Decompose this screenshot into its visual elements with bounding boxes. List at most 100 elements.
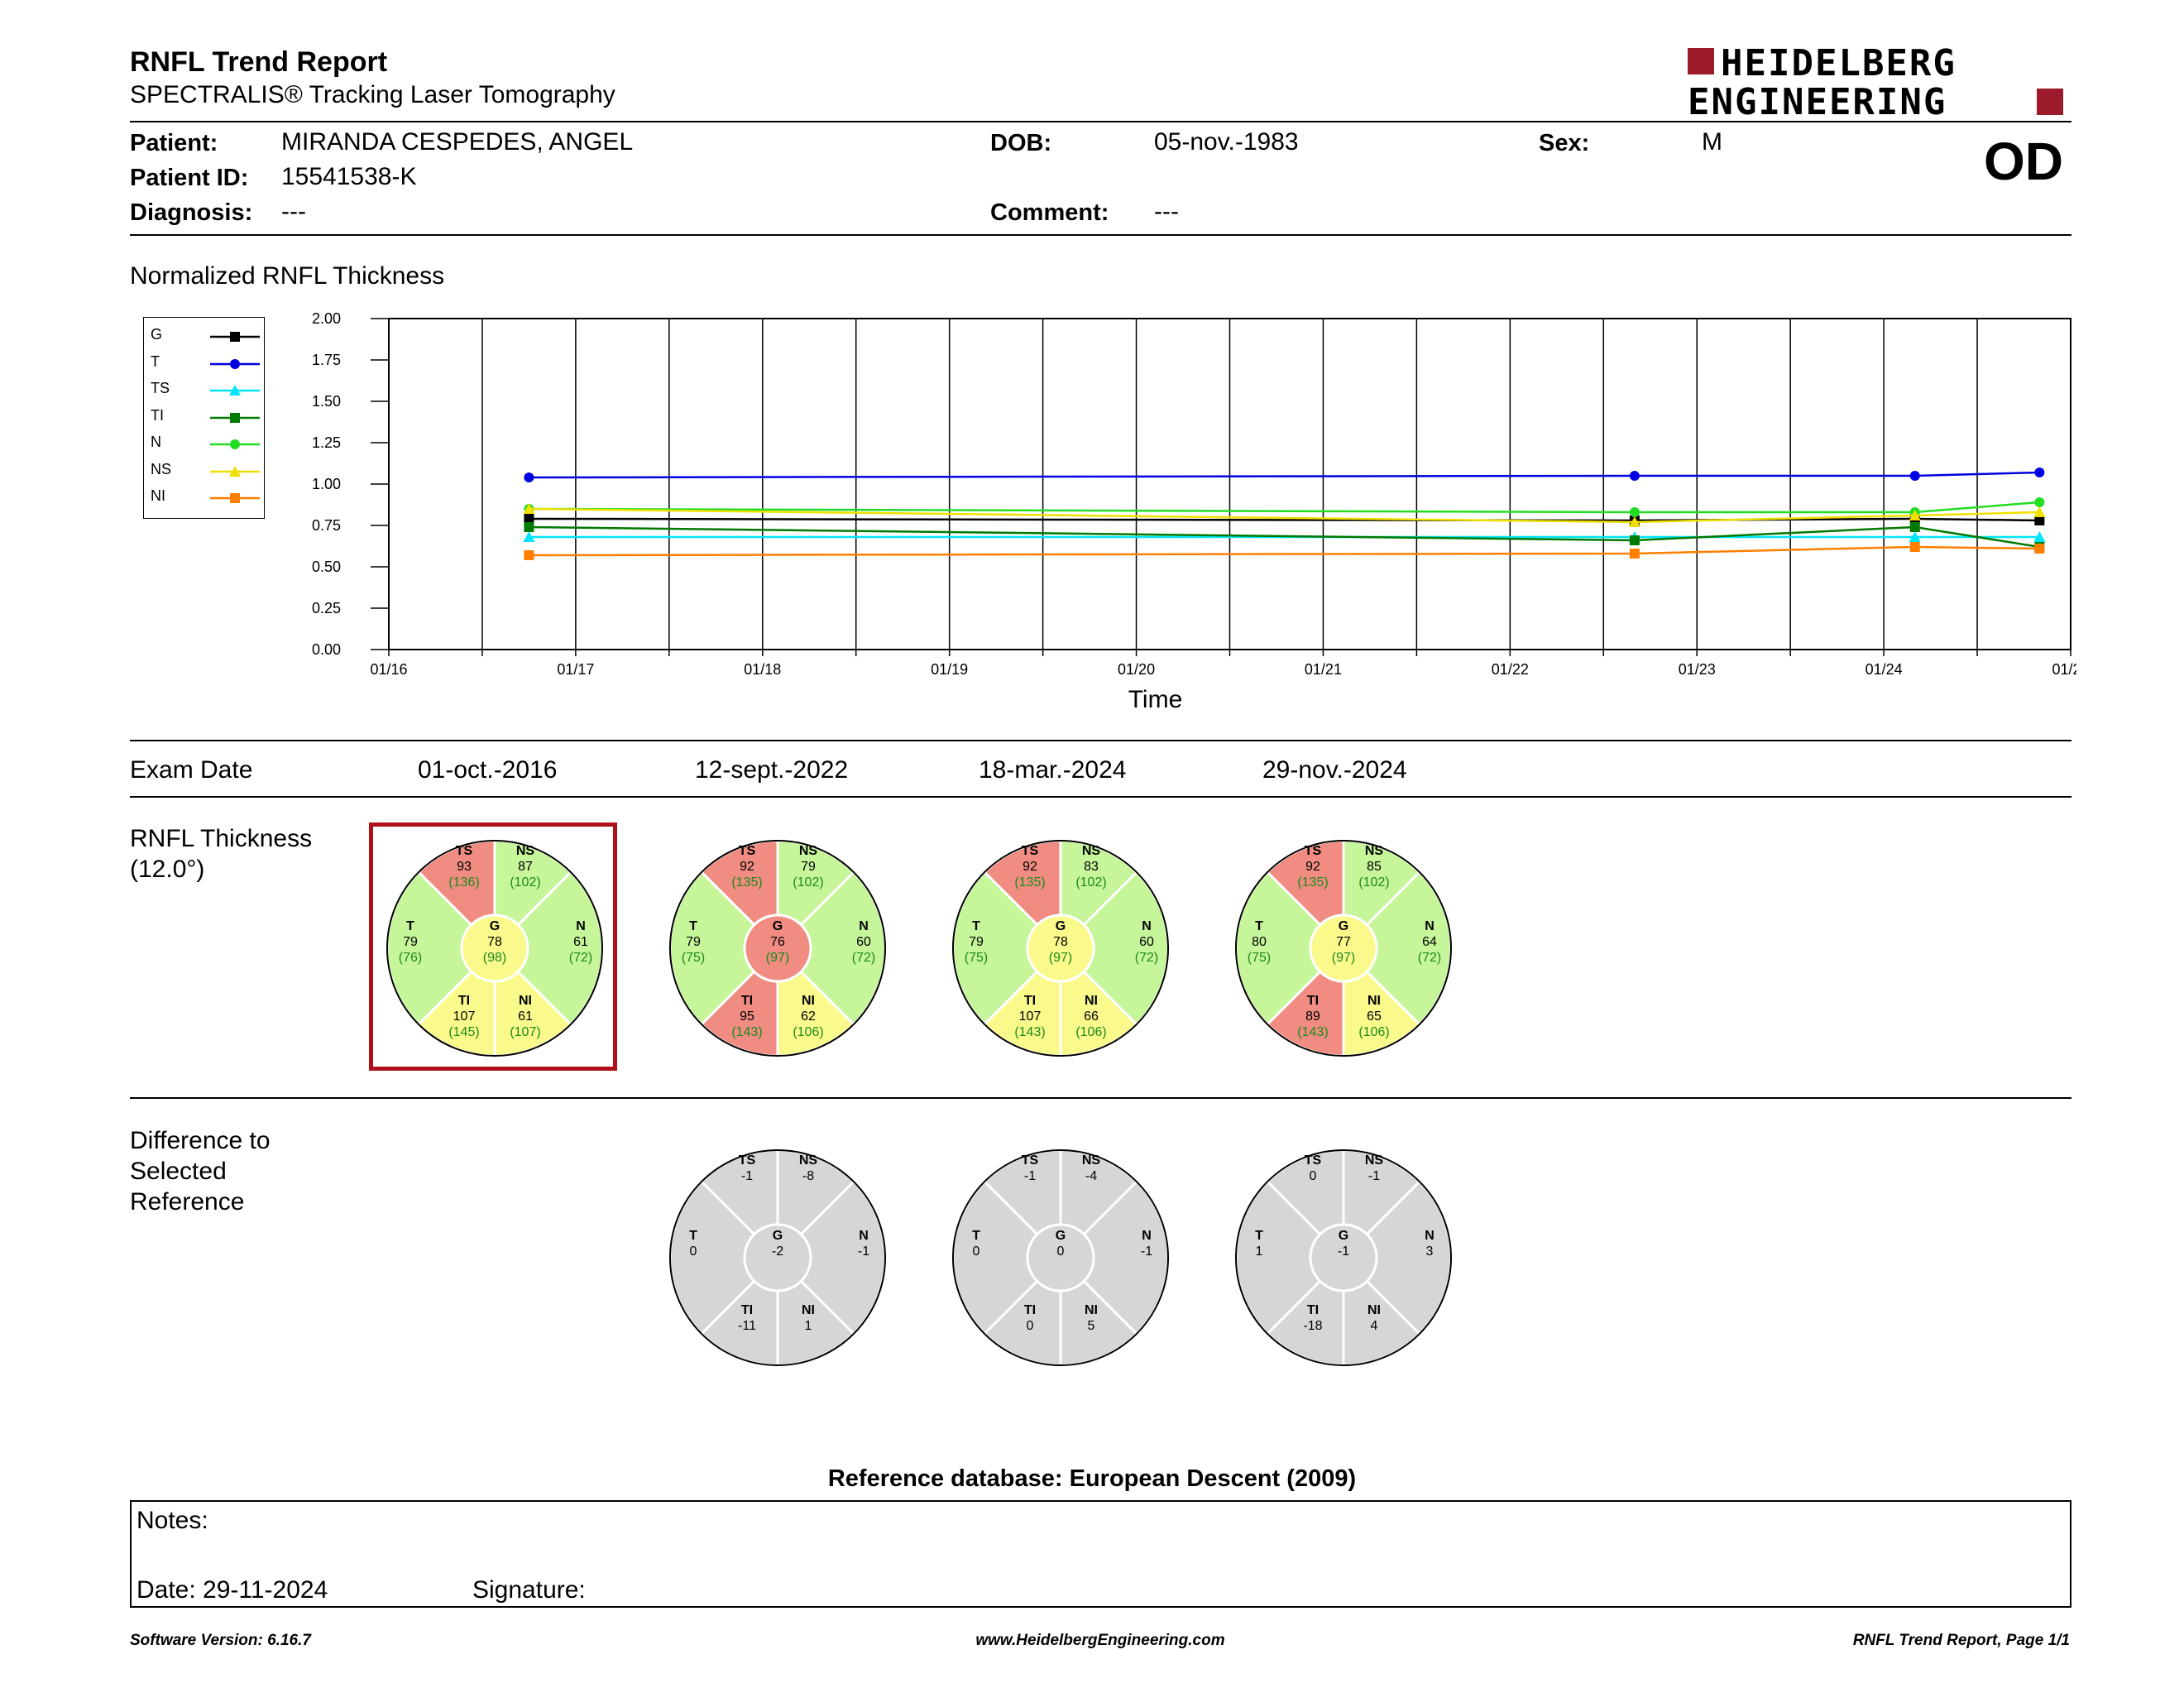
sector-value-g: -2 (772, 1244, 783, 1259)
sector-reference-n: (72) (852, 951, 875, 965)
y-tick-label: 1.75 (312, 352, 341, 368)
sector-label-ti: TI (741, 1303, 753, 1317)
wheel-outline (669, 1149, 886, 1366)
sector-label-ts: TS (1022, 844, 1039, 858)
y-tick-label: 1.25 (312, 434, 341, 451)
data-point-ts (523, 531, 535, 542)
legend-marker (230, 358, 240, 369)
sector-value-ni: 66 (1084, 1009, 1099, 1024)
sector-value-ns: 87 (518, 860, 533, 874)
sector-reference-ts: (135) (1014, 875, 1045, 890)
difference-divider (130, 1097, 2071, 1099)
heidelberg-logo: HEIDELBERG ENGINEERING (1688, 42, 2068, 123)
sector-reference-n: (72) (1135, 951, 1158, 965)
trend-chart: 01/16 01/17 01/18 01/19 01/20 01/21 01/22 01/23… (312, 310, 2076, 712)
y-tick-label: 0.00 (312, 641, 341, 658)
website-link[interactable]: www.HeidelbergEngineering.com (975, 1632, 1225, 1649)
legend-swatch (210, 332, 260, 342)
sector-label-ni: NI (1367, 1303, 1381, 1317)
thickness-wheel-3[interactable]: TS 92(135) NS 83(102) T 79 (75) G 78 (97) N 60 (72) T… (945, 832, 1176, 1064)
legend-label: NS (151, 460, 172, 477)
exam-top-divider (130, 740, 2071, 741)
x-tick-label: 01/23 (1679, 661, 1716, 678)
sector-reference-t: (76) (399, 951, 422, 965)
data-point-ni (1629, 549, 1640, 559)
x-tick-label: 01/17 (557, 661, 594, 678)
comment-label: Comment: (990, 199, 1109, 226)
sector-value-t: 79 (403, 935, 418, 949)
sector-label-ts: TS (1305, 1153, 1322, 1168)
sector-value-ni: 1 (805, 1319, 812, 1333)
sector-label-ti: TI (458, 994, 470, 1008)
data-point-ns (1628, 516, 1640, 527)
x-tick-label: 01/20 (1118, 661, 1155, 678)
sector-label-ns: NS (1365, 1153, 1384, 1168)
x-axis-label: Time (1128, 686, 1183, 712)
dob-value: 05-nov.-1983 (1154, 128, 1299, 156)
sector-reference-ni: (106) (1075, 1025, 1106, 1039)
legend-marker (230, 439, 240, 449)
sector-label-g: G (490, 919, 500, 933)
sector-label-t: T (689, 1229, 697, 1243)
sector-label-ti: TI (741, 994, 753, 1008)
sector-value-ti: 95 (740, 1009, 754, 1024)
sector-g (743, 1223, 812, 1292)
sector-label-g: G (773, 919, 783, 933)
sector-label-g: G (1056, 919, 1066, 933)
sex-label: Sex: (1539, 130, 1590, 156)
sector-label-ns: NS (516, 844, 535, 858)
patient-divider (130, 234, 2071, 236)
sector-value-ns: 85 (1367, 860, 1382, 874)
sector-label-n: N (1142, 919, 1152, 933)
selected-reference-frame[interactable] (369, 822, 617, 1071)
sector-value-ts: 93 (457, 860, 472, 874)
thickness-wheel-4[interactable]: TS 92(135) NS 85(102) T 80 (75) G 77 (97) N 64 (72) T… (1228, 832, 1459, 1064)
series-line-t (529, 471, 2040, 479)
dob-label: DOB: (990, 130, 1052, 156)
sector-value-ni: 5 (1088, 1319, 1095, 1333)
sector-label-ni: NI (802, 994, 815, 1008)
data-point-ts (1909, 531, 1921, 542)
legend-entry-g: G (151, 326, 260, 351)
sector-value-n: -1 (1141, 1244, 1152, 1259)
software-version: Software Version: 6.16.7 (130, 1632, 311, 1649)
sector-reference-ts: (135) (731, 875, 762, 890)
sector-value-ti: 89 (1305, 1009, 1320, 1024)
legend-entry-ni: NI (151, 487, 260, 512)
data-point-ns (2033, 506, 2046, 517)
sector-label-ni: NI (802, 1303, 815, 1317)
series-line-ni (529, 545, 2040, 557)
chart-legend: G T TS TI N NS NI (143, 317, 265, 519)
data-point-ti (524, 522, 534, 532)
report-title: RNFL Trend Report (130, 46, 388, 78)
sector-reference-g: (97) (766, 951, 789, 965)
wheel-outline (1235, 1149, 1452, 1366)
thickness-wheel-2[interactable]: TS92(135)NS79(102)T79(75)G76(97)N60(72)T… (662, 832, 893, 1064)
sector-label-ti: TI (1307, 994, 1319, 1008)
data-point-t (2034, 468, 2045, 477)
wheel-outline (669, 840, 886, 1057)
data-point-t (524, 472, 534, 482)
sector-reference-ti: (143) (1297, 1025, 1328, 1039)
patient-id-label: Patient ID: (130, 165, 249, 191)
sector-reference-ti: (143) (1014, 1025, 1045, 1039)
sector-label-ni: NI (1367, 994, 1381, 1008)
legend-marker (229, 385, 241, 396)
thickness-wheel-1[interactable]: TS 93(136) NS 87(102) T 79 (76) G 78 (98) N 61 (72) T… (379, 832, 611, 1064)
sector-value-ti: 0 (1027, 1319, 1034, 1333)
data-point-t (1909, 471, 1920, 481)
thickness-label: RNFL Thickness (130, 825, 313, 852)
x-tick-label: 01/18 (744, 661, 781, 678)
notes-box[interactable]: Notes: Date: 29-11-2024 Signature: (130, 1500, 2071, 1608)
sector-label-t: T (972, 919, 980, 933)
comment-value: --- (1154, 198, 1179, 225)
data-point-ti (1629, 535, 1640, 545)
sector-value-n: 3 (1426, 1244, 1434, 1259)
sector-value-t: 0 (973, 1244, 980, 1259)
legend-marker (230, 332, 240, 342)
sector-label-ti: TI (1307, 1303, 1319, 1317)
series-line-g (529, 517, 2040, 522)
